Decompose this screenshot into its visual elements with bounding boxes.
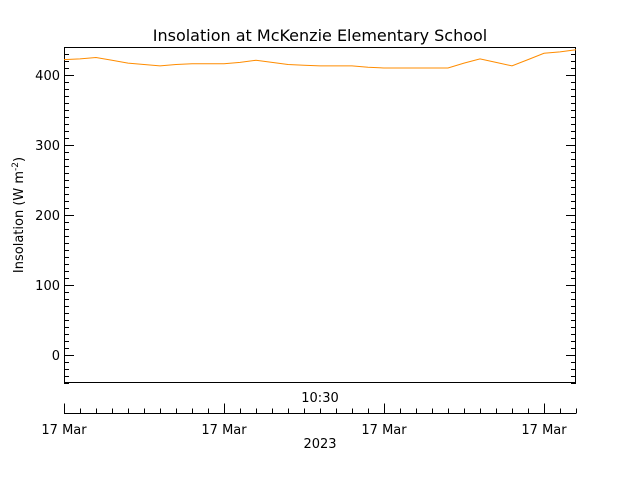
y-axis-label-superscript: -2 xyxy=(11,162,21,171)
x-tick-label: 17 Mar xyxy=(521,423,567,438)
y-tick-label: 0 xyxy=(52,349,60,364)
y-axis-tick-labels: 0 100 200 300 400 xyxy=(35,69,60,364)
date-axis-ticks xyxy=(64,403,577,414)
y-axis-label-text: Insolation (W m xyxy=(12,171,27,273)
chart-title: Insolation at McKenzie Elementary School xyxy=(153,26,487,45)
x-tick-label: 17 Mar xyxy=(361,423,407,438)
y-axis-label-close: ) xyxy=(12,157,27,162)
insolation-series-line xyxy=(63,49,577,69)
time-axis-label: 10:30 xyxy=(301,391,338,406)
y-tick-label: 300 xyxy=(35,139,60,154)
y-tick-label: 100 xyxy=(35,279,60,294)
date-axis-tick-labels: 17 Mar 17 Mar 17 Mar 17 Mar xyxy=(41,423,567,438)
x-axis-label: 2023 xyxy=(303,437,336,452)
x-tick-label: 17 Mar xyxy=(41,423,87,438)
y-tick-label: 200 xyxy=(35,209,60,224)
y-axis-ticks xyxy=(64,47,576,384)
y-tick-label: 400 xyxy=(35,69,60,84)
y-axis-label: Insolation (W m-2) xyxy=(11,157,27,273)
x-tick-label: 17 Mar xyxy=(201,423,247,438)
plot-frame xyxy=(64,47,576,383)
